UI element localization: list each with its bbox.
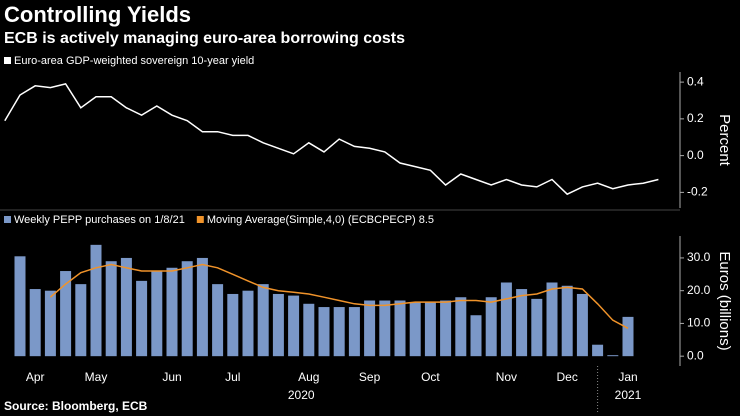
x-tick-label: Dec bbox=[557, 370, 578, 384]
y-axis-label: Euros (billions) bbox=[716, 251, 733, 350]
legend-label: Weekly PEPP purchases on 1/8/21 bbox=[14, 214, 185, 226]
bar bbox=[409, 302, 421, 357]
x-tick-label: Aug bbox=[298, 370, 319, 384]
bar bbox=[546, 282, 558, 357]
bar bbox=[607, 355, 619, 357]
y-tick-label: 20.0 bbox=[687, 283, 711, 297]
bar bbox=[622, 316, 634, 357]
bar bbox=[44, 290, 56, 357]
bar bbox=[90, 244, 102, 357]
bar bbox=[470, 315, 482, 357]
bar bbox=[288, 295, 300, 357]
bar bbox=[379, 300, 391, 357]
bar bbox=[455, 297, 467, 357]
y-tick-label: -0.2 bbox=[687, 185, 708, 199]
bar bbox=[242, 290, 254, 357]
bar bbox=[151, 271, 163, 357]
y-tick-label: 0.0 bbox=[687, 348, 704, 362]
x-tick-label: Jul bbox=[225, 370, 240, 384]
bar bbox=[196, 257, 208, 357]
y-axis-label: Percent bbox=[716, 114, 733, 167]
bar bbox=[227, 293, 239, 357]
y-tick-label: 0.2 bbox=[687, 111, 704, 125]
bar bbox=[14, 256, 26, 357]
bar bbox=[120, 257, 132, 357]
bar bbox=[485, 297, 497, 357]
bar bbox=[303, 303, 315, 357]
y-tick-label: 10.0 bbox=[687, 316, 711, 330]
bar bbox=[440, 300, 452, 357]
bar bbox=[516, 289, 528, 357]
chart-title: Controlling Yields bbox=[4, 2, 191, 27]
bar bbox=[75, 284, 87, 357]
x-tick-label: May bbox=[85, 370, 108, 384]
legend-label: Euro-area GDP-weighted sovereign 10-year… bbox=[14, 55, 254, 67]
chart-subtitle: ECB is actively managing euro-area borro… bbox=[4, 30, 405, 47]
legend-swatch bbox=[4, 57, 11, 64]
x-tick-label: Nov bbox=[496, 370, 517, 384]
bar bbox=[29, 289, 41, 357]
bar bbox=[592, 344, 604, 357]
bar bbox=[364, 300, 376, 357]
legend-label: Moving Average(Simple,4,0) (ECBCPECP) 8.… bbox=[207, 214, 434, 226]
bar bbox=[500, 282, 512, 357]
x-tick-label: Jun bbox=[162, 370, 181, 384]
year-label: 2020 bbox=[288, 388, 315, 402]
bar bbox=[166, 267, 178, 357]
bar bbox=[257, 284, 269, 357]
y-tick-label: 30.0 bbox=[687, 250, 711, 264]
bar bbox=[136, 280, 148, 357]
bar bbox=[531, 298, 543, 357]
series-line bbox=[49, 263, 629, 329]
bar bbox=[333, 307, 345, 357]
bar bbox=[181, 261, 193, 357]
year-label: 2021 bbox=[615, 388, 642, 402]
legend-swatch bbox=[4, 216, 11, 223]
bar bbox=[318, 307, 330, 357]
series-line bbox=[4, 83, 659, 196]
x-tick-label: Oct bbox=[421, 370, 440, 384]
bar bbox=[394, 300, 406, 357]
bar bbox=[561, 285, 573, 357]
bar bbox=[212, 284, 224, 357]
x-tick-label: Sep bbox=[359, 370, 381, 384]
bar bbox=[60, 271, 72, 357]
x-tick-label: Jan bbox=[618, 370, 637, 384]
y-tick-label: 0.4 bbox=[687, 74, 704, 88]
bar bbox=[576, 293, 588, 357]
y-tick-label: 0.0 bbox=[687, 148, 704, 162]
legend-swatch bbox=[196, 216, 204, 223]
x-tick-label: Apr bbox=[26, 370, 45, 384]
bar bbox=[105, 261, 117, 357]
bar bbox=[272, 293, 284, 357]
bar bbox=[424, 302, 436, 357]
bar bbox=[348, 307, 360, 357]
source: Source: Bloomberg, ECB bbox=[4, 399, 148, 413]
